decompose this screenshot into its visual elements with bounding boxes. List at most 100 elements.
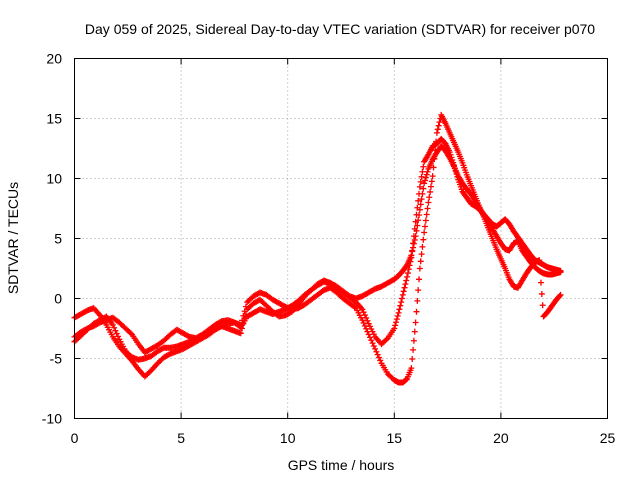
data-point xyxy=(402,281,409,288)
data-point xyxy=(417,178,424,185)
data-point xyxy=(417,201,424,208)
y-tick-label: 20 xyxy=(46,51,62,67)
data-point xyxy=(416,265,423,272)
data-point xyxy=(451,165,458,172)
data-point xyxy=(421,229,428,236)
data-point xyxy=(432,147,439,154)
data-point xyxy=(422,174,429,181)
data-point xyxy=(556,292,563,299)
data-point xyxy=(557,291,564,298)
data-point xyxy=(414,204,421,211)
series-track-c xyxy=(71,135,564,363)
data-point xyxy=(396,306,403,313)
data-point xyxy=(423,211,430,218)
data-point xyxy=(394,313,401,320)
data-point xyxy=(436,119,443,126)
data-point xyxy=(433,129,440,136)
data-point xyxy=(410,233,417,240)
data-point xyxy=(411,225,418,232)
data-point xyxy=(427,188,434,195)
data-point xyxy=(431,155,438,162)
data-point xyxy=(364,317,371,324)
data-point xyxy=(373,348,380,355)
data-point xyxy=(454,173,461,180)
data-points xyxy=(71,111,564,386)
data-point xyxy=(430,164,437,171)
x-tick-label: 5 xyxy=(177,430,185,446)
data-point xyxy=(409,355,416,362)
y-tick-label: 0 xyxy=(54,291,62,307)
y-tick-label: 5 xyxy=(54,231,62,247)
data-point xyxy=(410,337,417,344)
data-point xyxy=(109,321,116,328)
data-point xyxy=(538,290,545,297)
x-tick-label: 10 xyxy=(280,430,296,446)
data-point xyxy=(397,302,404,309)
data-point xyxy=(425,199,432,206)
data-point xyxy=(113,330,120,337)
data-point xyxy=(424,205,431,212)
y-tick-label: 15 xyxy=(46,111,62,127)
data-point xyxy=(539,302,546,309)
data-point xyxy=(393,319,400,326)
data-point xyxy=(240,320,247,327)
data-point xyxy=(427,183,434,190)
data-point xyxy=(365,331,372,338)
x-axis-title: GPS time / hours xyxy=(288,457,395,473)
y-tick-label: -10 xyxy=(42,411,62,427)
tick-labels: 0 5 10 15 20 25 -10 -5 0 5 10 15 20 xyxy=(42,51,616,447)
data-point xyxy=(112,327,119,334)
data-point xyxy=(237,330,244,337)
series-track-a xyxy=(71,143,564,356)
data-point xyxy=(359,317,366,324)
data-point xyxy=(363,325,370,332)
plot-frame xyxy=(74,58,608,419)
data-point xyxy=(377,357,384,364)
data-point xyxy=(404,273,411,280)
data-point xyxy=(412,218,419,225)
data-point xyxy=(420,163,427,170)
data-point xyxy=(419,168,426,175)
data-point xyxy=(422,223,429,230)
data-point xyxy=(361,312,368,319)
data-point xyxy=(418,196,425,203)
data-point xyxy=(360,319,367,326)
data-point xyxy=(428,178,435,185)
data-point xyxy=(409,247,416,254)
data-point xyxy=(363,314,370,321)
data-point xyxy=(404,270,411,277)
data-point xyxy=(453,170,460,177)
data-point xyxy=(422,217,429,224)
data-point xyxy=(413,211,420,218)
data-point xyxy=(374,351,381,358)
data-point xyxy=(360,309,367,316)
data-point xyxy=(372,345,379,352)
data-point xyxy=(366,334,373,341)
data-point xyxy=(415,197,422,204)
data-point xyxy=(368,337,375,344)
data-point xyxy=(383,336,390,343)
data-point xyxy=(411,328,418,335)
data-point xyxy=(557,269,564,276)
data-point xyxy=(398,295,405,302)
data-point xyxy=(403,277,410,284)
data-point xyxy=(242,311,249,318)
data-point xyxy=(537,279,544,286)
data-point xyxy=(418,251,425,258)
data-point xyxy=(412,319,419,326)
data-point xyxy=(407,258,414,265)
data-point xyxy=(421,180,428,187)
x-tick-label: 15 xyxy=(387,430,403,446)
data-point xyxy=(414,297,421,304)
data-point xyxy=(416,276,423,283)
data-point xyxy=(536,257,543,264)
data-point xyxy=(429,173,436,180)
x-tick-label: 0 xyxy=(71,430,79,446)
data-point xyxy=(391,325,398,332)
data-point xyxy=(422,177,429,184)
data-point xyxy=(416,190,423,197)
data-point xyxy=(400,288,407,295)
data-point xyxy=(408,254,415,261)
data-point xyxy=(452,168,459,175)
data-point xyxy=(127,330,134,337)
